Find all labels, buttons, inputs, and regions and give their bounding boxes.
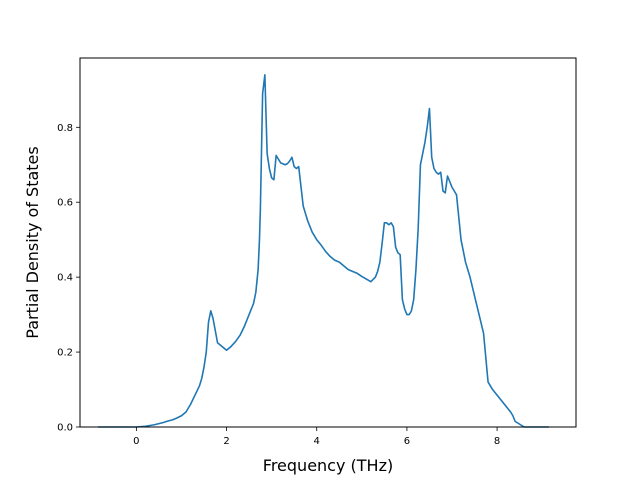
x-tick-label: 2 (223, 436, 229, 447)
plot-area (98, 74, 549, 428)
y-tick-label: 0.6 (57, 198, 73, 209)
x-tick-label: 6 (404, 436, 410, 447)
x-tick-label: 0 (133, 436, 139, 447)
series-line-0 (98, 74, 549, 428)
y-tick-label: 0.0 (57, 423, 73, 434)
y-tick-label: 0.8 (57, 123, 73, 134)
y-tick-label: 0.4 (57, 273, 73, 284)
axes-frame (79, 57, 577, 428)
x-axis-label: Frequency (THz) (263, 456, 393, 475)
y-axis-ticks: 0.0 0.2 0.4 0.6 0.8 (57, 123, 80, 434)
x-tick-label: 4 (314, 436, 320, 447)
x-axis-ticks: 0 2 4 6 8 (133, 427, 500, 447)
x-tick-label: 8 (494, 436, 500, 447)
y-tick-label: 0.2 (57, 348, 73, 359)
y-axis-label: Partial Density of States (23, 146, 42, 338)
